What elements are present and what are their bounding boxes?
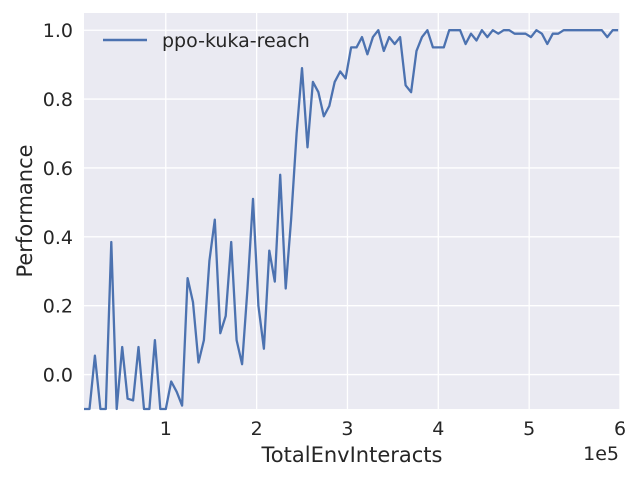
- series-line-ppo-kuka-reach: [84, 29, 619, 411]
- series-group: [84, 29, 619, 411]
- legend: ppo-kuka-reach: [103, 30, 310, 52]
- y-tick-label: 0.2: [43, 296, 73, 318]
- x-tick-label: 2: [251, 418, 263, 440]
- y-tick-label: 0.6: [43, 158, 73, 180]
- x-tick-label: 5: [523, 418, 535, 440]
- y-tick-label: 0.0: [43, 365, 73, 387]
- y-tick-label: 1.0: [43, 20, 73, 42]
- y-tick-labels: 0.0 0.2 0.4 0.6 0.8 1.0: [43, 20, 73, 386]
- y-tick-label: 0.8: [43, 89, 73, 111]
- y-axis-label: Performance: [13, 144, 37, 277]
- x-tick-label: 1: [160, 418, 172, 440]
- x-tick-label: 4: [432, 418, 444, 440]
- x-tick-label: 6: [614, 418, 626, 440]
- y-tick-label: 0.4: [43, 227, 73, 249]
- gridlines: [84, 13, 621, 409]
- x-tick-labels: 1 2 3 4 5 6: [160, 418, 626, 440]
- x-offset-label: 1e5: [583, 443, 619, 465]
- plot-background: [84, 13, 620, 409]
- x-tick-label: 3: [341, 418, 353, 440]
- legend-label: ppo-kuka-reach: [162, 30, 310, 52]
- x-axis-label: TotalEnvInteracts: [261, 443, 443, 467]
